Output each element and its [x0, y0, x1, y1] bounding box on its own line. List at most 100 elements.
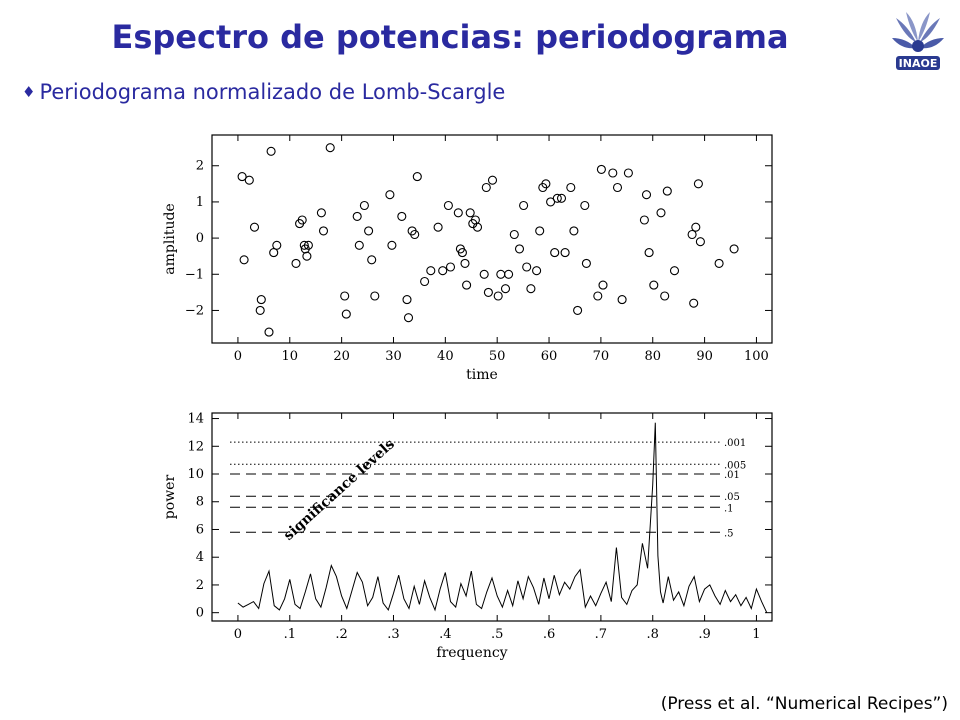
scatter-plot-frame: [211, 134, 773, 344]
logo-text: INAOE: [899, 57, 938, 70]
x-tick-label: .3: [387, 627, 399, 642]
scatter-point: [496, 269, 506, 279]
scatter-chart: 0 10 20 30 40 50 60 70 80 90 100 −2 −1 0 1 2 time ampli…: [162, 134, 773, 383]
scatter-point: [593, 291, 603, 301]
scatter-x-axis-title: time: [466, 367, 498, 383]
scatter-point: [596, 164, 606, 174]
periodogram-plot-frame: [211, 412, 773, 622]
x-tick-label: .1: [284, 627, 296, 642]
power-spectrum-line: [237, 422, 768, 613]
scatter-point: [660, 291, 670, 301]
x-tick-label: 70: [593, 349, 610, 364]
scatter-y-axis-title: amplitude: [162, 203, 178, 274]
scatter-point: [239, 255, 249, 265]
x-tick-label: .5: [491, 627, 503, 642]
x-tick-label: 80: [644, 349, 661, 364]
scatter-point: [691, 222, 701, 232]
scatter-point: [598, 280, 608, 290]
y-tick-label: 2: [196, 578, 204, 593]
x-tick-label: 20: [333, 349, 350, 364]
slide-title: Espectro de potencias: periodograma: [111, 18, 789, 56]
y-tick-label: 6: [196, 522, 204, 537]
scatter-point: [302, 251, 312, 261]
significance-lines: .001 .005.01 .05.1 .5: [230, 438, 746, 539]
x-tick-label: .7: [595, 627, 607, 642]
y-tick-label: 4: [196, 550, 204, 565]
scatter-point: [669, 266, 680, 276]
scatter-point: [560, 248, 570, 258]
scatter-point: [623, 168, 633, 178]
scatter-point: [354, 240, 364, 250]
scatter-point: [617, 295, 627, 305]
scatter-point: [573, 305, 583, 315]
x-tick-label: .6: [543, 627, 555, 642]
y-tick-label: 14: [187, 412, 204, 427]
scatter-point: [526, 284, 536, 294]
x-tick-label: 0: [234, 627, 242, 642]
x-tick-label: 1: [752, 627, 760, 642]
scatter-point: [656, 208, 666, 218]
y-tick-label: 0: [196, 606, 204, 621]
scatter-point: [519, 200, 529, 211]
scatter-point: [729, 244, 739, 254]
significance-level-label: .1: [724, 503, 734, 514]
scatter-point: [481, 182, 491, 193]
scatter-point: [316, 208, 326, 218]
scatter-point: [341, 309, 351, 319]
scatter-point: [487, 175, 498, 185]
y-tick-label: 8: [196, 495, 204, 510]
scatter-point: [364, 226, 374, 236]
scatter-point: [472, 222, 483, 232]
scatter-point: [612, 182, 623, 193]
scatter-point: [500, 284, 511, 294]
scatter-point: [412, 172, 422, 182]
x-tick-label: 90: [696, 349, 713, 364]
bullet-item: ♦ Periodograma normalizado de Lomb-Scargl…: [22, 80, 505, 104]
periodogram-x-axis-title: frequency: [436, 645, 507, 661]
x-tick-label: 10: [282, 349, 299, 364]
scatter-point: [483, 287, 493, 297]
scatter-point: [325, 143, 335, 153]
scatter-point: [403, 313, 414, 323]
x-tick-label: .9: [698, 627, 710, 642]
scatter-point: [367, 255, 377, 265]
scatter-point: [556, 193, 567, 203]
scatter-point: [608, 168, 618, 178]
scatter-point: [714, 258, 724, 268]
y-tick-label: 0: [196, 231, 204, 246]
significance-level-label: .001: [724, 438, 746, 449]
significance-levels-label: significance levels: [281, 436, 398, 544]
scatter-point: [457, 248, 467, 258]
scatter-point: [410, 229, 420, 240]
significance-level-label: .01: [724, 470, 740, 481]
scatter-point: [641, 190, 652, 200]
inaoe-logo: INAOE: [892, 12, 944, 70]
scatter-point: [303, 240, 313, 250]
x-tick-label: 50: [489, 349, 506, 364]
scatter-point: [318, 226, 329, 236]
citation: (Press et al. “Numerical Recipes”): [660, 694, 948, 714]
scatter-point: [649, 280, 659, 290]
scatter-point: [266, 146, 276, 156]
scatter-point: [644, 248, 654, 258]
scatter-point: [352, 211, 362, 221]
scatter-point: [479, 269, 489, 279]
x-tick-label: 30: [385, 349, 402, 364]
x-tick-label: 0: [234, 349, 242, 364]
scatter-point: [244, 175, 254, 185]
scatter-point: [687, 229, 697, 240]
scatter-point: [552, 193, 562, 203]
bullet-text: Periodograma normalizado de Lomb-Scargle: [39, 80, 506, 104]
scatter-point: [580, 200, 590, 211]
periodogram-y-axis-title: power: [162, 475, 178, 520]
scatter-point: [465, 208, 475, 218]
scatter-point: [662, 186, 672, 196]
scatter-points: [237, 143, 739, 337]
x-tick-label: 100: [744, 349, 769, 364]
scatter-point: [387, 240, 397, 250]
y-tick-label: 10: [187, 467, 204, 482]
scatter-point: [256, 295, 266, 305]
x-tick-label: .4: [439, 627, 451, 642]
scatter-point: [359, 200, 369, 211]
